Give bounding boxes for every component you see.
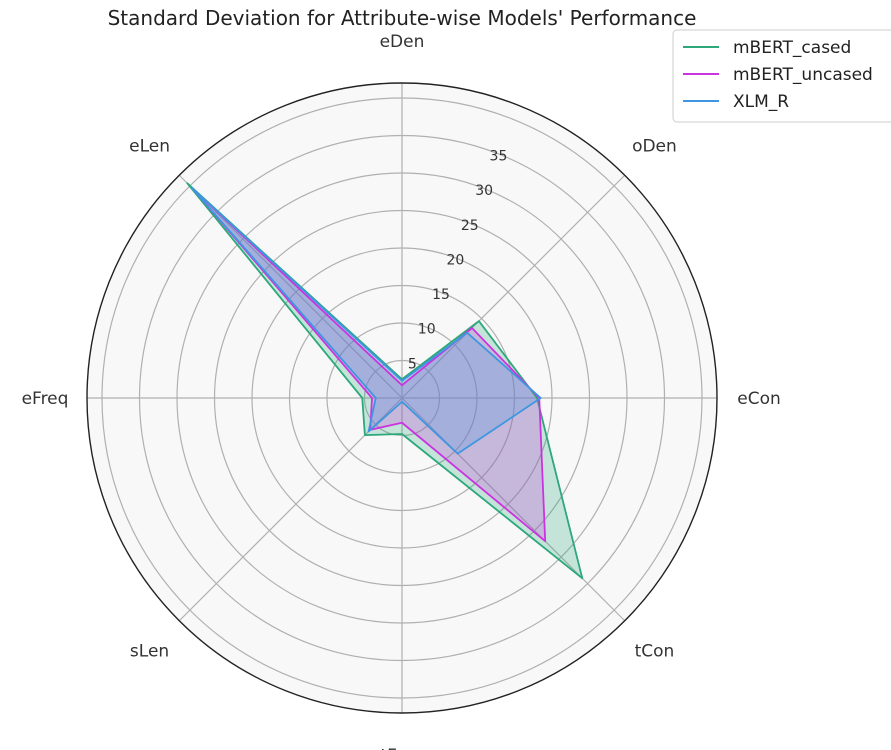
legend-entry: mBERT_uncased bbox=[733, 65, 873, 85]
radial-tick-label: 20 bbox=[446, 252, 464, 268]
radial-tick-label: 15 bbox=[432, 287, 450, 303]
legend-entry: mBERT_cased bbox=[733, 38, 851, 58]
legend: mBERT_cased mBERT_uncased XLM_R bbox=[672, 29, 891, 123]
axis-label-efreq: eFreq bbox=[22, 389, 69, 409]
series-line bbox=[190, 186, 542, 455]
chart-title: Standard Deviation for Attribute-wise Mo… bbox=[108, 6, 697, 30]
axis-label-econ: eCon bbox=[737, 389, 781, 409]
radial-tick-label: 35 bbox=[490, 148, 508, 164]
radial-tick-label: 10 bbox=[418, 322, 436, 338]
radar-plot-area: 5 10 15 20 25 30 35 eDen oDen eCon tCon tFreq sLen eF… bbox=[22, 32, 781, 750]
angular-gridline bbox=[401, 397, 626, 622]
legend-box bbox=[672, 29, 891, 123]
axis-label-eden: eDen bbox=[380, 32, 425, 52]
legend-entry: XLM_R bbox=[733, 92, 789, 112]
angular-gridline bbox=[178, 174, 403, 399]
series-area bbox=[191, 187, 541, 454]
angular-gridline bbox=[401, 174, 626, 399]
radial-tick-label: 5 bbox=[408, 356, 417, 372]
series-line bbox=[186, 182, 584, 580]
axis-label-oden: oDen bbox=[632, 137, 677, 157]
axis-label-tcon: tCon bbox=[635, 641, 675, 661]
axis-label-slen: sLen bbox=[130, 641, 169, 661]
plot-outline bbox=[86, 82, 718, 714]
axis-label-elen: eLen bbox=[129, 137, 170, 157]
axis-label-tfreq: tFreq bbox=[380, 746, 423, 750]
radial-tick-label: 25 bbox=[461, 218, 479, 234]
radial-tick-label: 30 bbox=[475, 183, 493, 199]
series-area bbox=[187, 183, 583, 579]
